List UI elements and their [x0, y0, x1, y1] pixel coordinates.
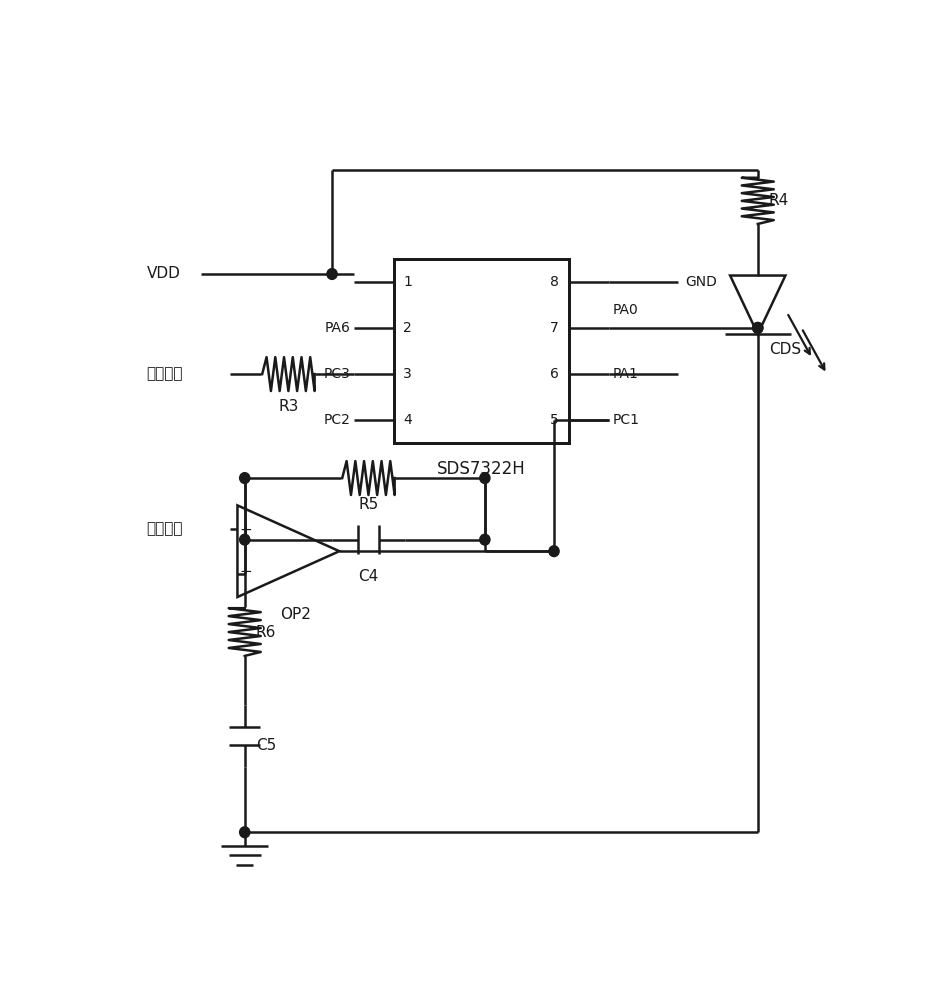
Circle shape	[239, 473, 250, 483]
Text: OP2: OP2	[280, 607, 311, 622]
Text: PC1: PC1	[612, 413, 639, 427]
Text: R3: R3	[278, 399, 299, 414]
Circle shape	[480, 473, 490, 483]
Text: CDS: CDS	[769, 342, 801, 357]
Text: −: −	[239, 564, 253, 579]
Circle shape	[549, 546, 559, 557]
Text: 3: 3	[404, 367, 412, 381]
Text: 1: 1	[404, 275, 412, 289]
Text: PA0: PA0	[612, 303, 638, 317]
Text: 6: 6	[550, 367, 559, 381]
Text: R5: R5	[359, 497, 378, 512]
Circle shape	[480, 534, 490, 545]
Text: R4: R4	[769, 193, 789, 208]
Circle shape	[327, 269, 337, 279]
Text: 8: 8	[550, 275, 559, 289]
Circle shape	[239, 534, 250, 545]
Text: +: +	[239, 523, 253, 538]
Text: 2: 2	[404, 321, 412, 335]
Circle shape	[753, 323, 762, 333]
Text: R6: R6	[255, 625, 276, 640]
Text: PC3: PC3	[323, 367, 350, 381]
Text: PC2: PC2	[323, 413, 350, 427]
Text: PA6: PA6	[324, 321, 350, 335]
Text: C4: C4	[359, 569, 378, 584]
Text: 5: 5	[550, 413, 559, 427]
Text: C5: C5	[255, 738, 276, 753]
Text: PA1: PA1	[612, 367, 639, 381]
Circle shape	[753, 323, 762, 333]
Text: GND: GND	[685, 275, 716, 289]
Text: 4: 4	[404, 413, 412, 427]
Text: 7: 7	[550, 321, 559, 335]
Text: 感应信号: 感应信号	[146, 521, 183, 536]
Text: SDS7322H: SDS7322H	[437, 460, 526, 478]
Text: 调光信号: 调光信号	[146, 367, 183, 382]
Text: VDD: VDD	[146, 266, 180, 282]
Circle shape	[239, 827, 250, 838]
Bar	[394, 259, 569, 443]
